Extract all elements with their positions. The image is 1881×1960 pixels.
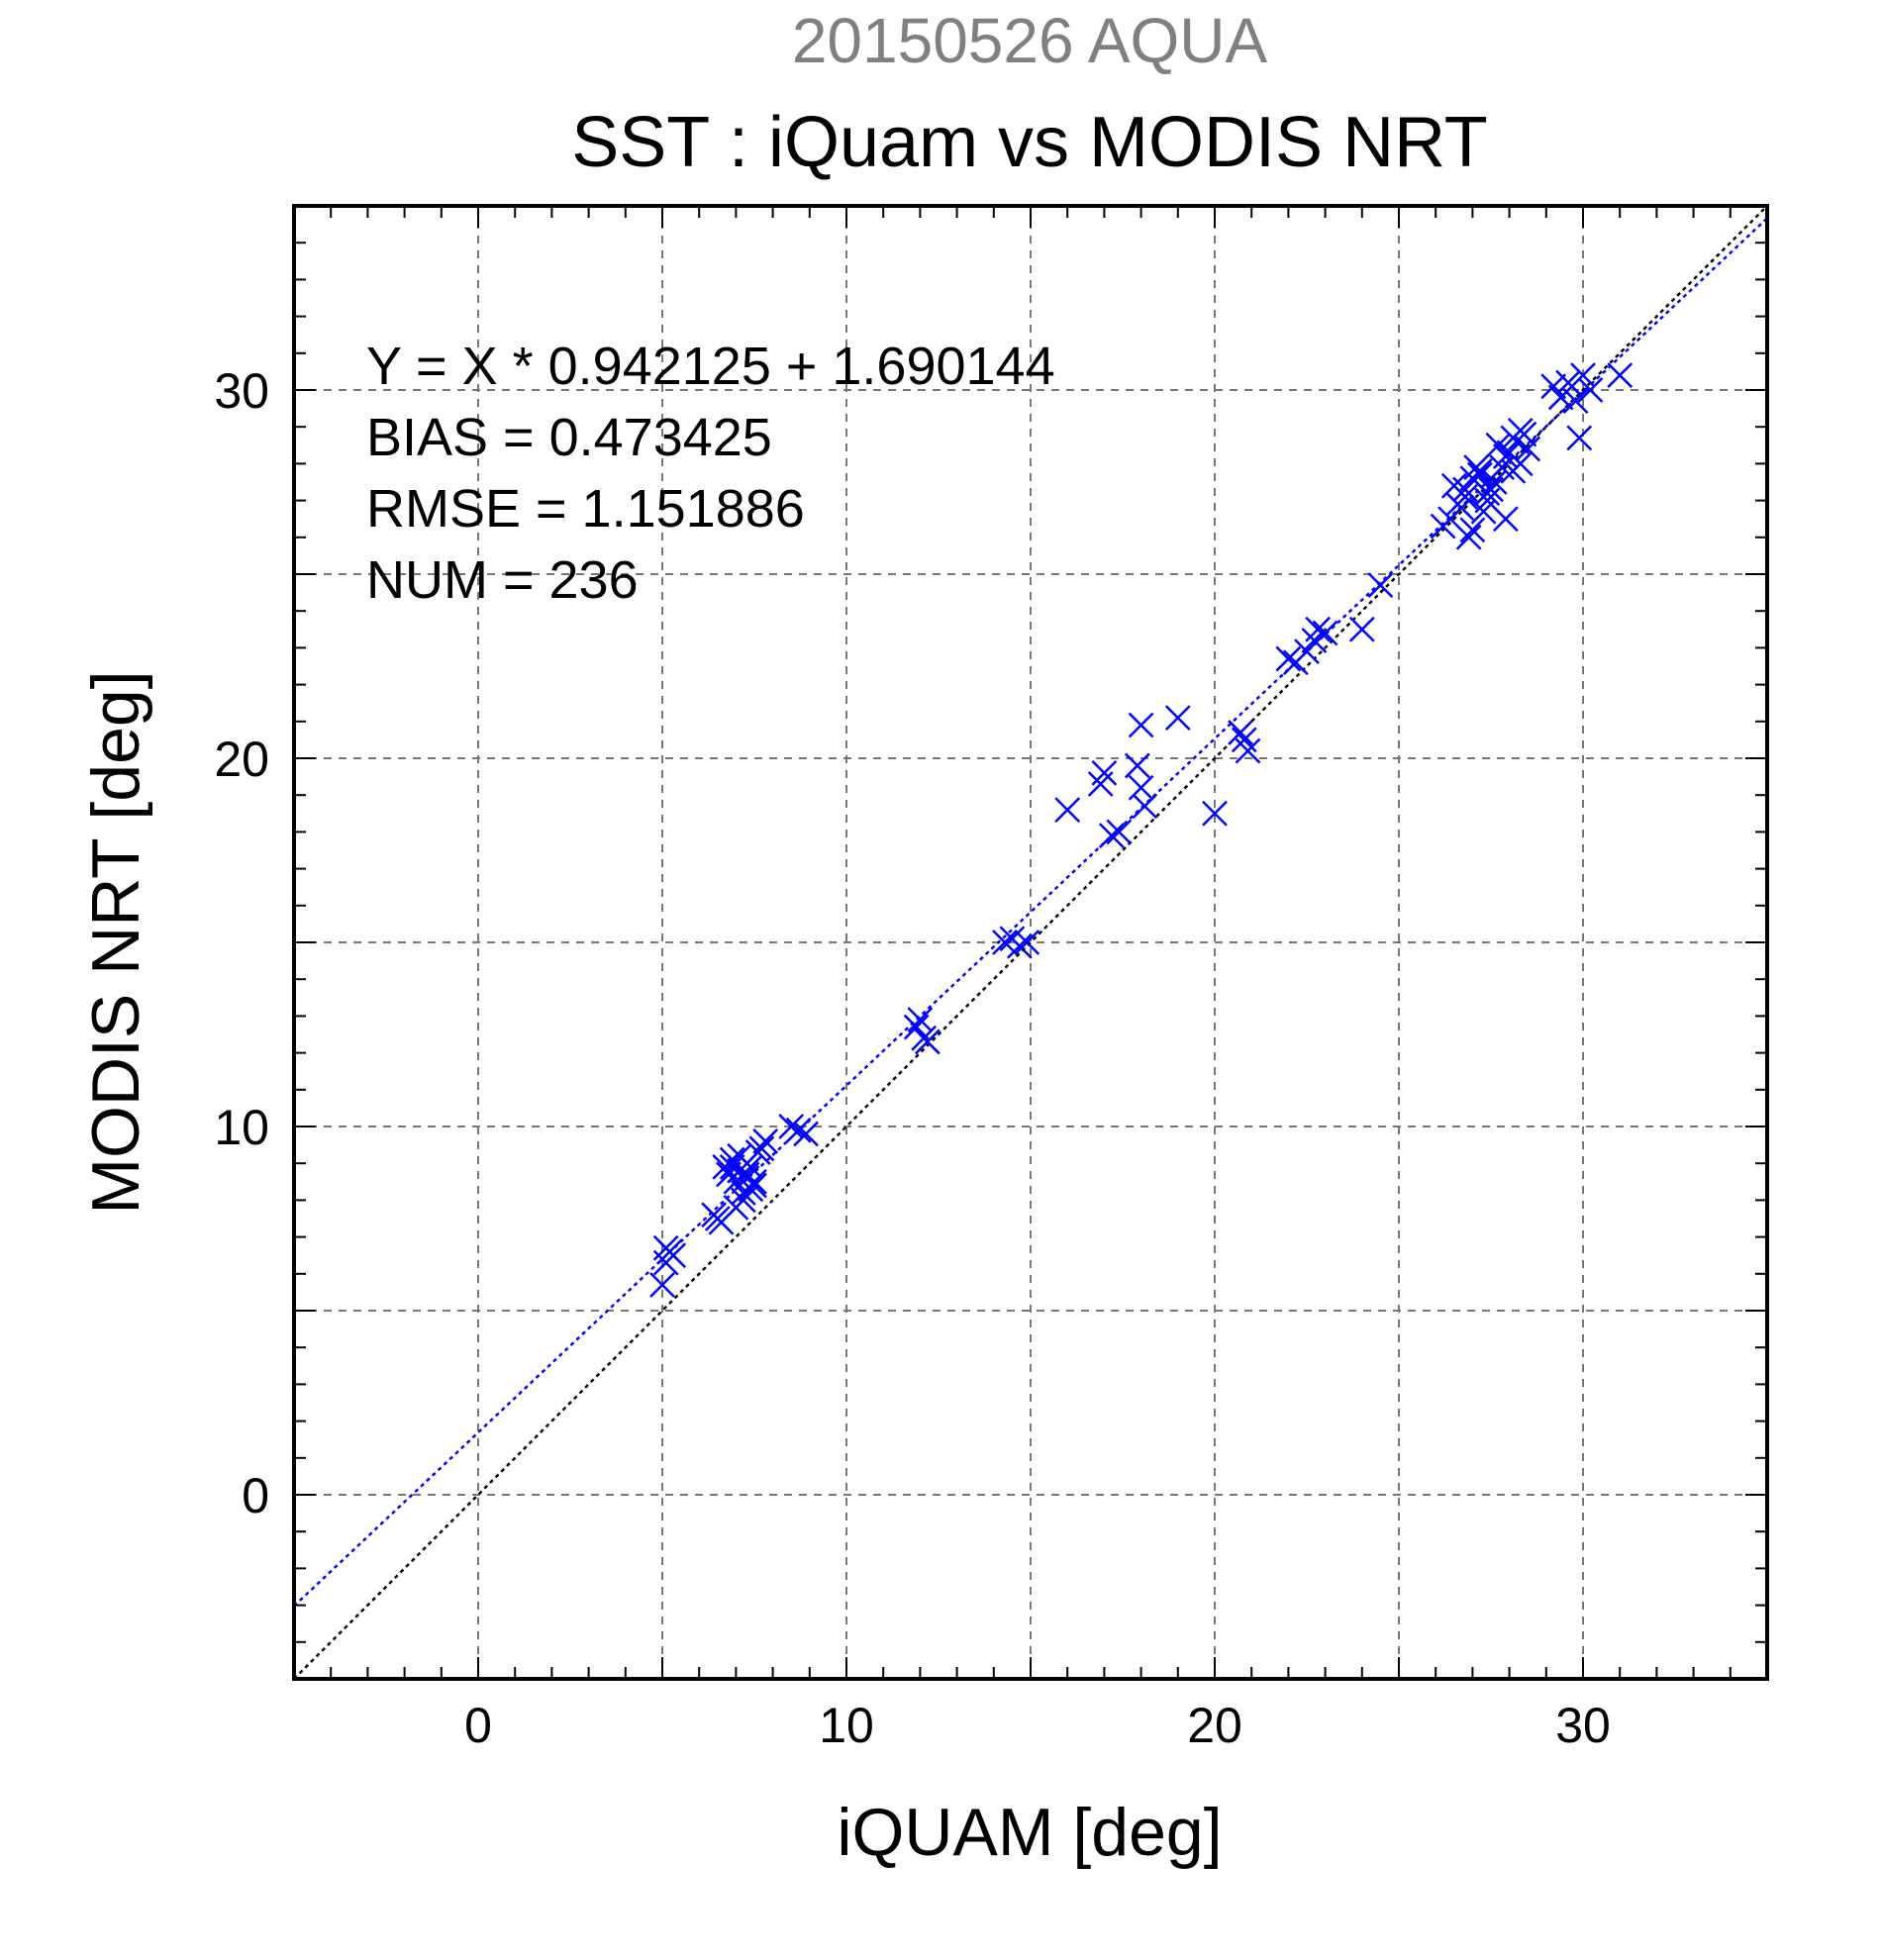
data-point — [1515, 436, 1541, 462]
data-point — [1562, 388, 1589, 415]
y-tick-label: 10 — [214, 1100, 269, 1155]
data-point — [1235, 737, 1261, 764]
data-point — [1481, 469, 1508, 495]
data-point — [1202, 800, 1228, 827]
data-point — [1014, 930, 1040, 955]
x-tick-label: 30 — [1555, 1698, 1611, 1753]
data-point — [1570, 362, 1596, 389]
data-point — [1228, 720, 1253, 745]
data-point — [730, 1187, 756, 1214]
data-point — [1455, 524, 1482, 550]
data-point — [1275, 645, 1302, 672]
x-axis-label: iQUAM [deg] — [837, 1795, 1222, 1870]
y-tick-label: 20 — [214, 732, 269, 787]
identity-line — [293, 205, 1768, 1680]
data-point — [1367, 572, 1394, 599]
y-tick-label: 30 — [214, 363, 269, 419]
data-point — [652, 1249, 679, 1276]
data-point — [727, 1142, 753, 1169]
data-point — [1566, 425, 1593, 451]
stats-line: NUM = 236 — [366, 550, 639, 610]
data-point — [1607, 362, 1634, 389]
x-tick-label: 10 — [819, 1698, 874, 1753]
stats-line: RMSE = 1.151886 — [366, 479, 805, 539]
data-point — [1547, 384, 1574, 411]
data-point — [1452, 483, 1478, 510]
data-point — [1106, 819, 1133, 845]
x-tick-label: 20 — [1187, 1698, 1242, 1753]
stats-annotation: Y = X * 0.942125 + 1.690144 BIAS = 0.4734… — [366, 337, 1055, 610]
data-point — [1054, 797, 1081, 823]
data-point — [1463, 454, 1490, 481]
data-point — [1459, 517, 1486, 543]
chart-subtitle: 20150526 AQUA — [792, 5, 1268, 76]
data-point — [1485, 432, 1512, 458]
data-point — [1348, 616, 1375, 642]
data-point — [1492, 443, 1519, 469]
data-point — [1124, 752, 1150, 779]
data-point — [793, 1121, 819, 1147]
y-axis-label: MODIS NRT [deg] — [78, 670, 153, 1214]
data-point — [1128, 774, 1154, 801]
data-point — [992, 930, 1018, 955]
data-point — [1098, 823, 1125, 849]
data-point — [752, 1127, 779, 1154]
chart-title: SST : iQuam vs MODIS NRT — [571, 103, 1488, 182]
data-point — [1091, 759, 1118, 786]
data-point — [738, 1176, 764, 1203]
data-point — [785, 1117, 812, 1143]
data-point — [1507, 418, 1534, 443]
scatter-points — [649, 362, 1634, 1298]
data-point — [1132, 793, 1158, 820]
data-point — [748, 1135, 775, 1162]
data-point — [742, 1168, 767, 1195]
tick-labels: 0 10 20 30 0 10 20 30 — [214, 363, 1610, 1753]
data-point — [649, 1272, 675, 1298]
data-point — [1540, 373, 1567, 400]
data-point — [914, 1029, 940, 1055]
stats-line: BIAS = 0.473425 — [366, 408, 772, 467]
grid-lines — [294, 206, 1767, 1679]
stats-line: Y = X * 0.942125 + 1.690144 — [366, 337, 1055, 396]
data-point — [1555, 369, 1582, 396]
x-tick-label: 0 — [464, 1698, 492, 1753]
data-point — [1466, 461, 1493, 488]
data-point — [1577, 377, 1604, 403]
data-point — [719, 1154, 745, 1180]
data-point — [1128, 712, 1154, 738]
axis-ticks — [294, 206, 1767, 1679]
data-point — [1305, 616, 1332, 642]
data-point — [903, 1014, 930, 1040]
data-point — [778, 1114, 805, 1139]
data-point — [1500, 457, 1527, 484]
y-tick-label: 0 — [242, 1468, 269, 1523]
reference-lines — [293, 205, 1768, 1680]
data-point — [1006, 932, 1033, 959]
data-point — [1312, 620, 1338, 646]
data-point — [907, 1007, 934, 1033]
data-point — [1164, 705, 1191, 731]
data-point — [1492, 506, 1519, 533]
